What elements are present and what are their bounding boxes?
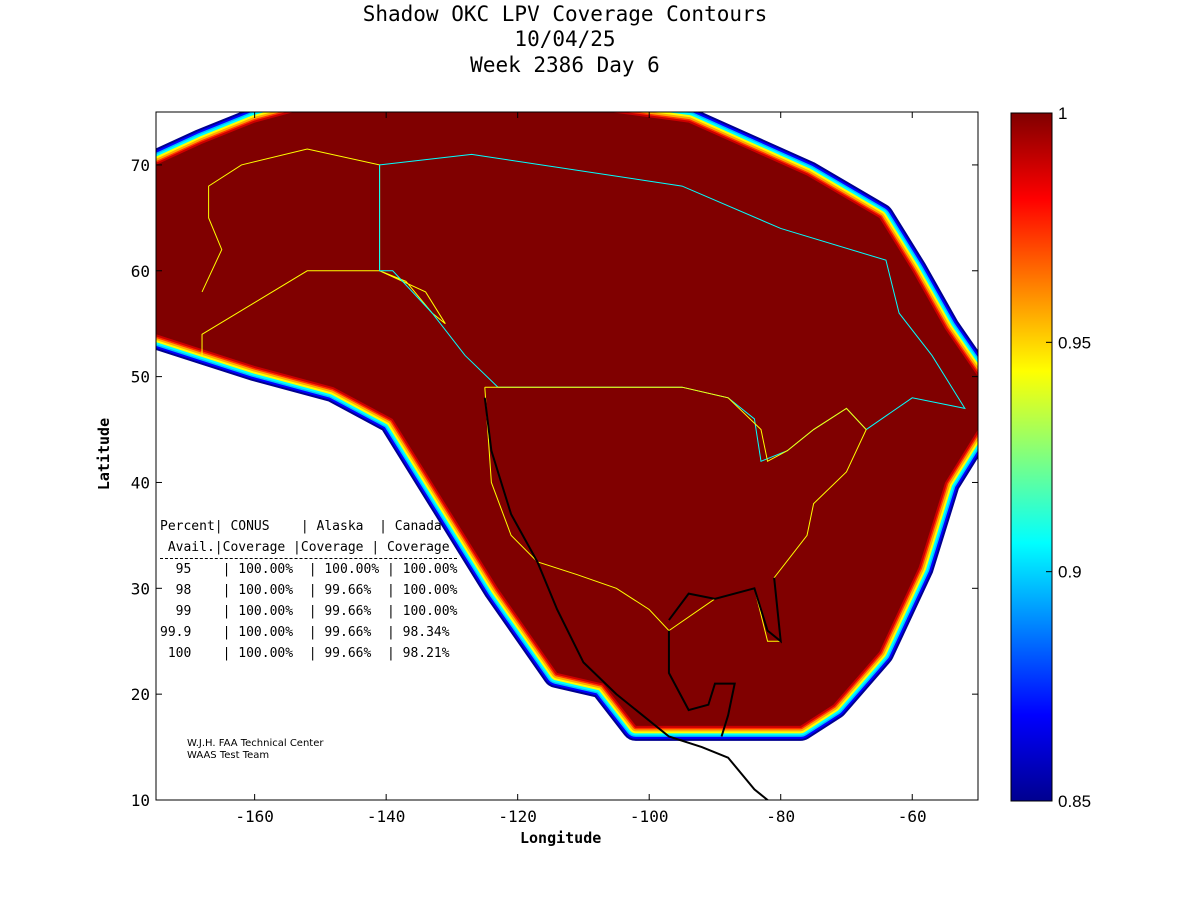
x-tick-label: -120	[498, 807, 537, 826]
credit-line-2: WAAS Test Team	[187, 750, 270, 761]
y-tick-label: 70	[131, 156, 150, 175]
y-axis-label: Latitude	[95, 417, 114, 491]
colorbar-tick-label: 0.9	[1058, 563, 1082, 582]
table-row: 100 | 100.00% | 99.66% | 98.21%	[160, 646, 450, 661]
x-tick-label: -140	[367, 807, 406, 826]
chart-date: 10/04/25	[514, 27, 616, 51]
chart-week: Week 2386 Day 6	[470, 53, 660, 77]
x-tick-label: -100	[630, 807, 669, 826]
credit-text: W.J.H. FAA Technical Center WAAS Test Te…	[187, 738, 323, 762]
coverage-table: Percent| CONUS | Alaska | Canada Avail.|…	[160, 516, 458, 664]
colorbar-tick-label: 1	[1058, 104, 1067, 123]
credit-line-1: W.J.H. FAA Technical Center	[187, 738, 324, 749]
x-tick-label: -160	[235, 807, 274, 826]
table-row: 99 | 100.00% | 99.66% | 100.00%	[160, 604, 458, 619]
y-tick-label: 50	[131, 368, 150, 387]
x-tick-label: -60	[898, 807, 927, 826]
table-header-row: Percent| CONUS | Alaska | Canada	[160, 519, 442, 534]
chart-title: Shadow OKC LPV Coverage Contours	[362, 2, 768, 26]
table-row: 98 | 100.00% | 99.66% | 100.00%	[160, 583, 458, 598]
colorbar-tick-label: 0.85	[1058, 792, 1091, 811]
table-row: 95 | 100.00% | 100.00% | 100.00%	[160, 562, 458, 577]
x-tick-label: -80	[766, 807, 795, 826]
coastline-gulf	[667, 630, 736, 737]
colorbar	[1010, 112, 1053, 802]
coverage-full-region	[156, 112, 978, 726]
x-axis-label: Longitude	[520, 829, 602, 847]
colorbar-tick-label: 0.95	[1058, 333, 1091, 352]
y-tick-label: 40	[131, 473, 150, 492]
plot-frame	[155, 111, 979, 801]
y-tick-label: 20	[131, 685, 150, 704]
coastline-florida	[668, 577, 782, 644]
y-tick-label: 10	[131, 791, 150, 810]
y-tick-label: 60	[131, 262, 150, 281]
table-header-row: Avail.|Coverage |Coverage | Coverage	[160, 537, 458, 559]
table-row: 99.9 | 100.00% | 99.66% | 98.34%	[160, 625, 450, 640]
y-tick-label: 30	[131, 579, 150, 598]
alaska-outline	[201, 148, 446, 356]
coastline	[483, 397, 770, 800]
